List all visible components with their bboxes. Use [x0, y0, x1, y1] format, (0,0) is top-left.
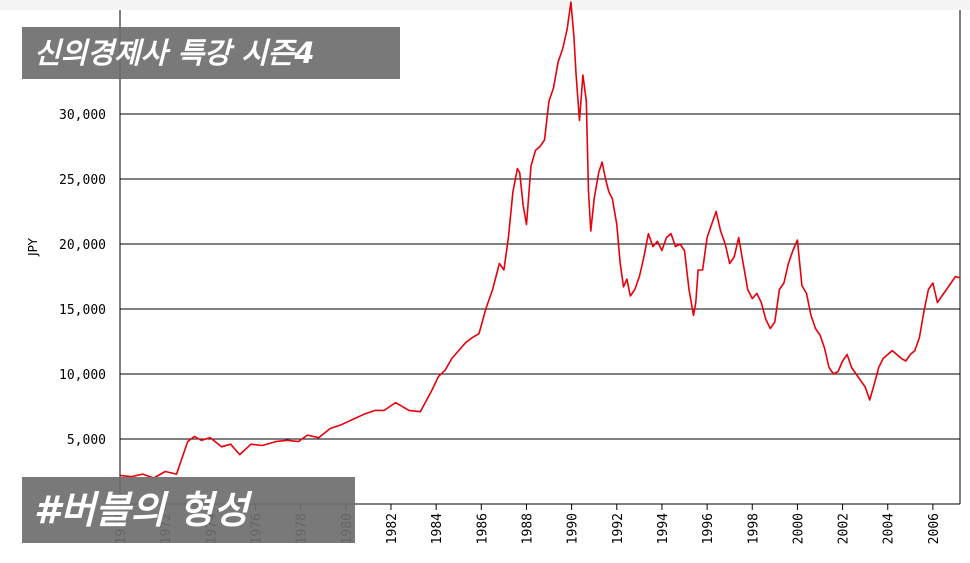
y-tick-label: 10,000 [59, 368, 106, 383]
x-tick-label: 2006 [927, 513, 942, 544]
x-tick-label: 1986 [475, 513, 490, 544]
x-tick-label: 1998 [746, 513, 761, 544]
axes [119, 10, 961, 510]
caption-overlay: #버블의 형성 [22, 477, 355, 543]
top-strip [0, 0, 970, 10]
y-tick-labels: 5,000 10,000 15,000 20,000 25,000 30,000 [59, 108, 106, 448]
x-tick-label: 2000 [791, 513, 806, 544]
y-axis-label: JPY [26, 237, 40, 257]
y-tick-label: 20,000 [59, 238, 106, 253]
y-tick-label: 30,000 [59, 108, 106, 123]
title-overlay: 신의경제사 특강 시즌4 [22, 27, 400, 79]
x-tick-label: 1982 [385, 513, 400, 544]
series-group [119, 1, 961, 479]
series-line-0 [119, 1, 961, 479]
x-tick-label: 1996 [701, 513, 716, 544]
x-tick-label: 2002 [837, 513, 852, 544]
x-tick-label: 2004 [882, 513, 897, 544]
y-tick-label: 5,000 [67, 433, 106, 448]
x-tick-label: 1990 [566, 513, 581, 544]
x-tick-label: 1994 [656, 513, 671, 544]
grid-lines [120, 113, 960, 440]
x-tick-label: 1988 [520, 513, 535, 544]
x-tick-label: 1992 [611, 513, 626, 544]
y-tick-label: 15,000 [59, 303, 106, 318]
y-tick-label: 25,000 [59, 173, 106, 188]
x-tick-label: 1984 [430, 513, 445, 544]
